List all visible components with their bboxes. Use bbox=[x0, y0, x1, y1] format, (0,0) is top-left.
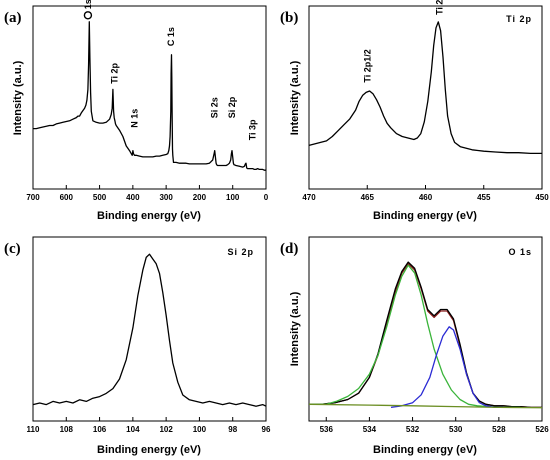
x-tick-label: 98 bbox=[228, 425, 237, 434]
series-line-0 bbox=[33, 21, 266, 171]
x-tick-label: 700 bbox=[26, 193, 40, 202]
annotation-group: Ti 2p1/2 Ti 2p3/2 bbox=[362, 0, 444, 83]
peak-annotation: Si 2s bbox=[210, 97, 220, 118]
x-tick-label: 534 bbox=[363, 425, 377, 434]
x-tick-label: 526 bbox=[535, 425, 549, 434]
y-axis-title: Intensity (a.u.) bbox=[289, 60, 301, 135]
x-tick-label: 470 bbox=[302, 193, 316, 202]
panel-d: (d) Intensity (a.u.) Binding energy (eV)… bbox=[280, 236, 549, 456]
peak-annotation: N 1s bbox=[130, 109, 140, 128]
x-tick-label: 108 bbox=[60, 425, 74, 434]
series-group bbox=[308, 261, 543, 409]
x-tick-label: 536 bbox=[320, 425, 334, 434]
corner-label: Ti 2p bbox=[506, 14, 532, 24]
series-line-1 bbox=[309, 261, 542, 409]
x-tick-label: 600 bbox=[60, 193, 74, 202]
x-axis-title: Binding energy (eV) bbox=[97, 444, 201, 456]
series-group bbox=[33, 21, 266, 171]
panel-label: (d) bbox=[280, 241, 298, 257]
x-ticks: 700 600 500 400 300 200 100 0 bbox=[26, 185, 269, 202]
x-tick-label: 0 bbox=[264, 193, 269, 202]
x-ticks: 470 465 460 455 450 bbox=[302, 185, 549, 202]
panel-b: (b) Intensity (a.u.) Binding energy (eV)… bbox=[280, 0, 549, 222]
series-line-4 bbox=[308, 403, 543, 409]
x-tick-label: 500 bbox=[93, 193, 107, 202]
corner-label: O 1s bbox=[508, 247, 532, 257]
series-line-0 bbox=[32, 253, 267, 407]
x-tick-label: 96 bbox=[262, 425, 271, 434]
x-tick-label: 460 bbox=[419, 193, 433, 202]
x-tick-label: 102 bbox=[159, 425, 173, 434]
x-tick-label: 450 bbox=[535, 193, 549, 202]
series-line-2 bbox=[309, 264, 521, 409]
series-group bbox=[32, 253, 267, 407]
panel-label: (b) bbox=[280, 10, 298, 26]
series-group bbox=[308, 21, 542, 155]
x-tick-label: 106 bbox=[93, 425, 107, 434]
x-ticks: 110 108 106 104 102 100 98 96 bbox=[27, 417, 271, 434]
x-tick-label: 400 bbox=[126, 193, 140, 202]
y-axis-title: Intensity (a.u.) bbox=[289, 291, 301, 366]
y-axis-title: Intensity (a.u.) bbox=[12, 60, 24, 135]
x-tick-label: 100 bbox=[193, 425, 207, 434]
x-tick-label: 100 bbox=[226, 193, 240, 202]
x-axis-title: Binding energy (eV) bbox=[373, 444, 477, 456]
o-marker-icon bbox=[83, 11, 93, 20]
plot-frame bbox=[32, 5, 267, 190]
x-tick-label: 532 bbox=[406, 425, 420, 434]
peak-annotation: 1s bbox=[83, 0, 93, 9]
panel-label: (c) bbox=[4, 241, 21, 257]
x-tick-label: 104 bbox=[126, 425, 140, 434]
panel-c: (c) Binding energy (eV) 110 108 106 104 102 1… bbox=[4, 236, 271, 456]
corner-label: Si 2p bbox=[227, 247, 254, 257]
peak-annotation: Si 2p bbox=[227, 96, 237, 118]
peak-annotation: C 1s bbox=[166, 27, 176, 46]
series-line-3 bbox=[390, 326, 504, 409]
x-axis-title: Binding energy (eV) bbox=[373, 210, 477, 222]
x-tick-label: 300 bbox=[159, 193, 173, 202]
x-axis-title: Binding energy (eV) bbox=[97, 210, 201, 222]
annotation-group: 1s Ti 2p N 1s C 1s Si 2s Si 2p Ti 3p bbox=[83, 0, 258, 140]
x-tick-label: 110 bbox=[27, 425, 40, 434]
x-tick-label: 530 bbox=[449, 425, 463, 434]
peak-annotation: Ti 2p3/2 bbox=[435, 0, 445, 15]
plot-frame bbox=[308, 236, 543, 422]
series-line-0 bbox=[308, 21, 542, 155]
x-ticks: 536 534 532 530 528 526 bbox=[320, 417, 549, 434]
x-tick-label: 200 bbox=[193, 193, 207, 202]
x-tick-label: 465 bbox=[361, 193, 375, 202]
plot-frame bbox=[32, 236, 267, 422]
peak-annotation: Ti 2p1/2 bbox=[362, 49, 372, 82]
panel-a: (a) Intensity (a.u.) Binding energy (eV)… bbox=[4, 0, 269, 222]
peak-annotation: Ti 3p bbox=[248, 119, 258, 140]
x-tick-label: 455 bbox=[477, 193, 491, 202]
panel-label: (a) bbox=[4, 10, 22, 26]
peak-annotation: Ti 2p bbox=[110, 62, 120, 83]
x-tick-label: 528 bbox=[492, 425, 506, 434]
plot-frame bbox=[308, 5, 543, 190]
